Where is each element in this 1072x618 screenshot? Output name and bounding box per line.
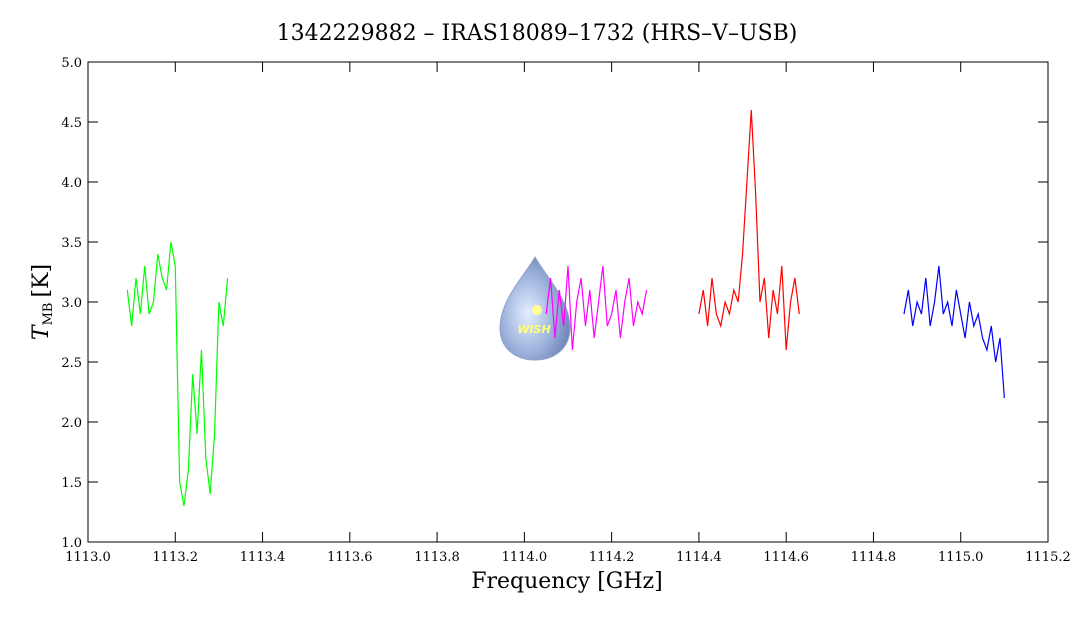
logo: WISH (499, 255, 571, 361)
x-tick-label: 1114.8 (851, 550, 897, 565)
y-tick-label: 3.5 (61, 236, 82, 251)
x-tick-label: 1113.0 (65, 550, 111, 565)
logo-star (532, 305, 542, 315)
x-tick-label: 1113.6 (327, 550, 373, 565)
x-tick-label: 1114.4 (676, 550, 722, 565)
y-tick-label: 2.5 (61, 356, 82, 371)
y-tick-label: 1.0 (61, 536, 82, 551)
y-label-unit: [K] (29, 264, 54, 298)
y-tick-label: 2.0 (61, 416, 82, 431)
x-tick-label: 1113.2 (153, 550, 199, 565)
x-axis-label: Frequency [GHz] (471, 569, 663, 594)
spectrum-line (698, 109, 800, 351)
y-axis-label: TMB [K] (29, 264, 56, 340)
y-tick-label: 5.0 (61, 56, 82, 71)
logo-text: WISH (517, 323, 550, 336)
y-label-symbol: T (29, 323, 54, 340)
x-tick-label: 1115.2 (1025, 550, 1071, 565)
x-tick-label: 1114.0 (502, 550, 548, 565)
x-tick-label: 1113.8 (414, 550, 460, 565)
x-tick-label: 1114.2 (589, 550, 635, 565)
x-tick-label: 1115.0 (938, 550, 984, 565)
y-tick-label: 3.0 (61, 296, 82, 311)
y-tick-label: 4.0 (61, 176, 82, 191)
y-tick-label: 4.5 (61, 116, 82, 131)
spectrum-line (545, 265, 648, 351)
x-tick-label: 1114.6 (763, 550, 809, 565)
spectrum-line (903, 265, 1005, 399)
y-label-subscript: MB (41, 303, 56, 326)
y-tick-label: 1.5 (61, 476, 82, 491)
spectrum-line (126, 241, 229, 507)
x-tick-label: 1113.4 (240, 550, 286, 565)
chart-title: 1342229882 – IRAS18089–1732 (HRS–V–USB) (277, 21, 798, 46)
